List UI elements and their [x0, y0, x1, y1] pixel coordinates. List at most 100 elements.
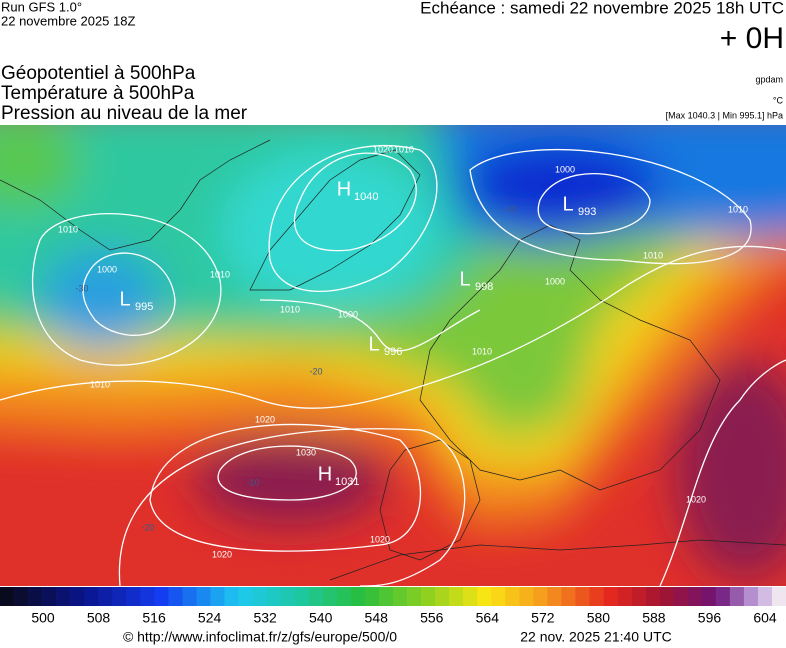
- center-letter: L: [562, 193, 573, 215]
- colorbar-swatch: [575, 587, 590, 606]
- colorbar-swatch: [42, 587, 57, 606]
- colorbar-swatch: [350, 587, 366, 606]
- colorbar-swatch: [378, 587, 394, 606]
- colorbar-swatch: [126, 587, 141, 606]
- temperature-label: -30: [75, 283, 88, 293]
- center-value: 993: [578, 206, 596, 218]
- isobar-label: 1000: [338, 309, 358, 319]
- colorbar-swatch: [238, 587, 253, 606]
- center-value: 998: [475, 281, 493, 293]
- colorbar-label: 556: [420, 610, 444, 626]
- colorbar-label: 580: [587, 610, 611, 626]
- colorbar-swatch: [687, 587, 703, 606]
- isobar-label: 1020: [212, 549, 232, 559]
- colorbar-swatch: [491, 587, 506, 606]
- temperature-field: [0, 125, 786, 580]
- colorbar-swatch: [182, 587, 197, 606]
- center-value: 1031: [335, 476, 359, 488]
- colorbar-swatch: [308, 587, 324, 606]
- colorbar-label: 500: [31, 610, 55, 626]
- isobar-label: 1010: [90, 379, 110, 389]
- colorbar-swatch: [435, 587, 450, 606]
- coastlines: [0, 139, 786, 581]
- temperature-label: -10: [246, 477, 259, 487]
- colorbar-swatch: [294, 587, 310, 606]
- isobar-label: 1020: [255, 414, 275, 424]
- field-name: Géopotentiel à 500hPa: [1, 63, 196, 84]
- colorbar-label: 564: [476, 610, 500, 626]
- colorbar-swatch: [322, 587, 338, 606]
- colorbar-swatch: [280, 587, 296, 606]
- colorbar-label: 604: [753, 610, 777, 626]
- center-letter: H: [337, 178, 351, 200]
- center-letter: L: [459, 268, 470, 290]
- colorbar-swatch: [659, 587, 675, 606]
- center-letter: L: [368, 333, 379, 355]
- field-name: Température à 500hPa: [1, 83, 195, 104]
- colorbar-label: 532: [253, 610, 277, 626]
- colorbar-swatch: [561, 587, 576, 606]
- colorbar-swatch: [224, 587, 239, 606]
- colorbar-swatch: [56, 587, 71, 606]
- isobar-label: 1020: [373, 144, 393, 154]
- colorbar-swatch: [252, 587, 267, 606]
- colorbar-label: 596: [698, 610, 722, 626]
- center-value: 1040: [354, 191, 378, 203]
- isobar-label: 1010: [643, 250, 663, 260]
- colorbar-swatch: [617, 587, 632, 606]
- colorbar-swatch: [589, 587, 604, 606]
- colorbar-swatch: [463, 587, 478, 606]
- center-value: 995: [135, 301, 153, 313]
- colorbar-label: 588: [642, 610, 666, 626]
- center-value: 996: [384, 346, 402, 358]
- temperature-labels: -20 -30 -40 -10 -20: [75, 204, 516, 532]
- isobar-label: 1000: [555, 164, 575, 174]
- colorbar-swatch: [70, 587, 85, 606]
- isobars: [0, 145, 786, 586]
- colorbar-swatch: [449, 587, 464, 606]
- pressure-extremes: [Max 1040.3 | Min 995.1] hPa: [666, 110, 783, 120]
- colorbar-swatch: [729, 587, 745, 606]
- unit-label: °C: [773, 95, 784, 105]
- colorbar-label: 540: [309, 610, 333, 626]
- valid-time: Echéance : samedi 22 novembre 2025 18h U…: [420, 0, 784, 17]
- colorbar-swatch: [266, 587, 282, 606]
- colorbar-swatch: [14, 587, 29, 606]
- colorbar-label: 548: [365, 610, 389, 626]
- isobar-label: 1010: [280, 304, 300, 314]
- colorbar-swatch: [168, 587, 183, 606]
- field-name: Pression au niveau de la mer: [1, 103, 248, 124]
- colorbar: 500 508 516 524 532 540 548 556 564 572 580 588 596 6…: [0, 587, 786, 626]
- colorbar-label: 524: [198, 610, 222, 626]
- colorbar-swatch: [757, 587, 773, 606]
- colorbar-swatch: [140, 587, 155, 606]
- temperature-label: -20: [309, 366, 322, 376]
- colorbar-swatch: [771, 587, 786, 606]
- run-date: 22 novembre 2025 18Z: [1, 13, 135, 28]
- colorbar-swatch: [645, 587, 660, 606]
- colorbar-swatch: [477, 587, 492, 606]
- colorbar-swatch: [505, 587, 520, 606]
- isobar-label: 1020: [370, 534, 390, 544]
- center-letter: L: [119, 288, 130, 310]
- colorbar-swatch: [701, 587, 717, 606]
- isobar-label: 1010: [472, 346, 492, 356]
- colorbar-label: 516: [142, 610, 166, 626]
- colorbar-swatch: [743, 587, 759, 606]
- colorbar-swatch: [631, 587, 646, 606]
- colorbar-swatch: [0, 587, 15, 606]
- colorbar-swatch: [547, 587, 562, 606]
- temperature-label: -20: [141, 522, 154, 532]
- colorbar-swatch: [364, 587, 380, 606]
- colorbar-swatch: [154, 587, 169, 606]
- isobar-label: 1030: [296, 447, 316, 457]
- isobar-label: 1010: [394, 144, 414, 154]
- lead-time: + 0H: [720, 22, 784, 55]
- colorbar-swatch: [603, 587, 618, 606]
- colorbar-swatch: [196, 587, 211, 606]
- unit-label: gpdam: [755, 74, 783, 84]
